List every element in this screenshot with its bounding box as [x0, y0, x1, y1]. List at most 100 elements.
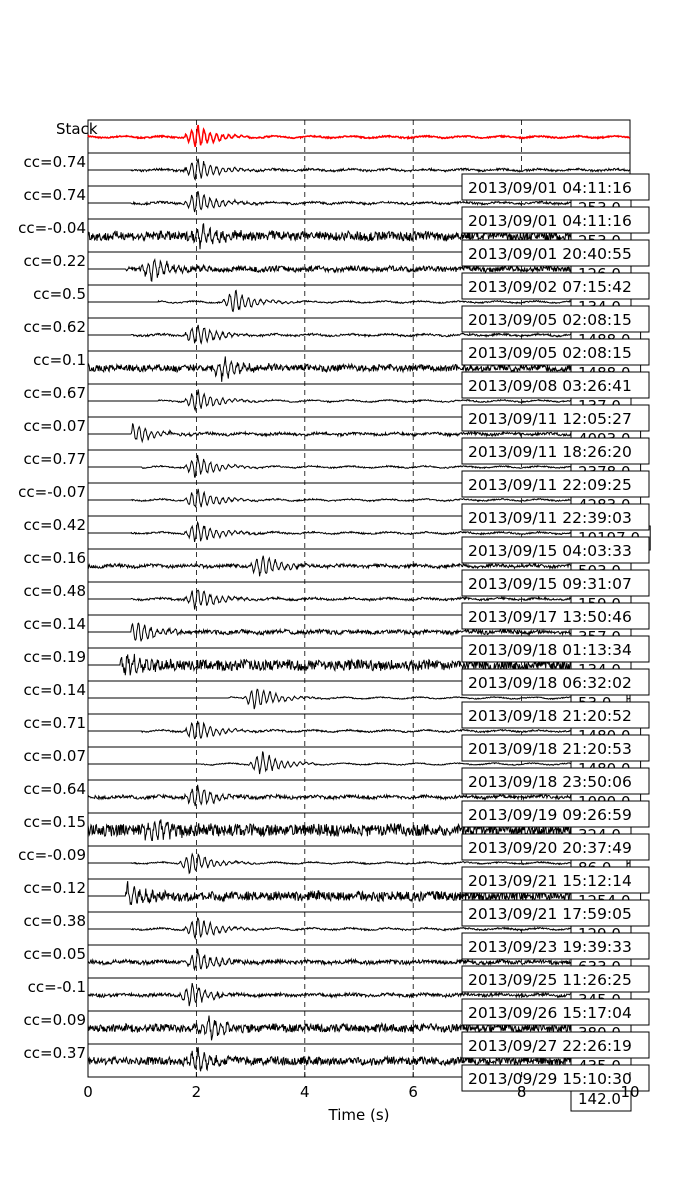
cc-label: cc=0.07 — [24, 417, 86, 435]
date-label: 2013/09/05 02:08:15 — [468, 311, 632, 329]
cc-label: cc=0.12 — [24, 879, 86, 897]
date-label: 2013/09/01 04:11:16 — [468, 179, 632, 197]
x-tick-label: 6 — [408, 1083, 418, 1101]
date-label: 2013/09/27 22:26:19 — [468, 1037, 632, 1055]
trace-panels: Stackcc=0.74253.0cc=0.74253.0cc=-0.04126… — [18, 119, 651, 1112]
cc-label: cc=0.74 — [24, 186, 86, 204]
date-box: 2013/09/20 20:37:49 — [461, 833, 650, 861]
trace-5 — [88, 289, 631, 313]
date-label: 2013/09/01 04:11:16 — [468, 212, 632, 230]
date-box: 2013/09/11 18:26:20 — [461, 437, 650, 465]
date-label: 2013/09/01 20:40:55 — [468, 245, 632, 263]
date-box: 2013/09/21 15:12:14 — [461, 866, 650, 894]
date-label: 2013/09/19 09:26:59 — [468, 806, 632, 824]
cc-label: cc=0.14 — [24, 615, 86, 633]
date-box: 2013/09/23 19:39:33 — [461, 932, 650, 960]
trace-17 — [88, 688, 630, 710]
cc-label: cc=0.64 — [24, 780, 86, 798]
cc-label: cc=0.37 — [24, 1044, 86, 1062]
cc-label: cc=0.77 — [24, 450, 86, 468]
trace-4 — [88, 258, 631, 282]
date-box: 2013/09/15 09:31:07 — [461, 569, 650, 597]
date-label: 2013/09/20 20:37:49 — [468, 839, 632, 857]
cc-label: cc=0.48 — [24, 582, 86, 600]
x-tick-label: 4 — [300, 1083, 310, 1101]
cc-label: cc=0.42 — [24, 516, 86, 534]
cc-label: cc=0.14 — [24, 681, 86, 699]
date-box: 2013/09/15 04:03:33 — [461, 536, 650, 564]
x-axis-label: Time (s) — [328, 1106, 390, 1124]
date-label: 2013/09/21 15:12:14 — [468, 872, 632, 890]
date-box: 2013/09/11 22:09:25 — [461, 470, 650, 498]
trace-21 — [87, 819, 631, 841]
trace-2 — [88, 191, 630, 213]
trace-11 — [88, 488, 631, 509]
date-label: 2013/09/15 09:31:07 — [468, 575, 632, 593]
stack-label: Stack — [56, 120, 98, 138]
date-label: 2013/09/18 06:32:02 — [468, 674, 632, 692]
trace-23 — [88, 881, 631, 906]
cc-label: cc=0.5 — [33, 285, 86, 303]
date-label: 2013/09/17 13:50:46 — [468, 608, 632, 626]
date-box: 2013/09/18 01:13:34 — [461, 635, 650, 663]
value-label: 142.0 — [578, 1090, 621, 1108]
x-tick-label: 8 — [517, 1083, 527, 1101]
cc-label: cc=0.71 — [24, 714, 86, 732]
trace-10 — [88, 454, 631, 478]
cc-label: cc=0.16 — [24, 549, 86, 567]
cc-label: cc=0.05 — [24, 945, 86, 963]
date-box: 2013/09/01 04:11:16 — [461, 173, 650, 201]
cc-label: cc=0.62 — [24, 318, 86, 336]
date-box: 2013/09/27 22:26:19 — [461, 1031, 650, 1059]
trace-7 — [87, 356, 631, 382]
x-axis: 0 2 4 6 8 10 — [83, 1072, 640, 1101]
date-box: 2013/09/26 15:17:04 — [461, 998, 650, 1026]
cc-label: cc=0.09 — [24, 1011, 86, 1029]
date-label: 2013/09/26 15:17:04 — [468, 1004, 632, 1022]
date-box: 2013/09/02 07:15:42 — [461, 272, 650, 300]
trace-28 — [87, 1046, 631, 1072]
x-tick-label: 0 — [83, 1083, 93, 1101]
cc-label: cc=0.38 — [24, 912, 86, 930]
cc-label: cc=0.1 — [33, 351, 86, 369]
cc-label: cc=0.07 — [24, 747, 86, 765]
date-box: 2013/09/18 21:20:52 — [461, 701, 650, 729]
trace-12 — [88, 520, 631, 542]
x-tick-label: 10 — [620, 1083, 639, 1101]
date-label: 2013/09/18 01:13:34 — [468, 641, 632, 659]
date-label: 2013/09/02 07:15:42 — [468, 278, 632, 296]
cc-label: cc=0.19 — [24, 648, 86, 666]
date-box: 2013/09/11 22:39:03 — [461, 503, 650, 531]
date-label: 2013/09/18 23:50:06 — [468, 773, 632, 791]
trace-14 — [88, 589, 631, 610]
cc-label: cc=-0.09 — [18, 846, 86, 864]
cc-label: cc=0.15 — [24, 813, 86, 831]
cc-label: cc=-0.1 — [28, 978, 86, 996]
date-label: 2013/09/25 11:26:25 — [468, 971, 632, 989]
date-label: 2013/09/23 19:39:33 — [468, 938, 632, 956]
cc-label: cc=0.22 — [24, 252, 86, 270]
trace-20 — [87, 784, 631, 807]
date-box: 2013/09/18 21:20:53 — [461, 734, 650, 762]
trace-1 — [88, 158, 631, 182]
trace-15 — [88, 622, 631, 642]
date-box: 2013/09/18 23:50:06 — [461, 767, 650, 795]
date-label: 2013/09/11 22:39:03 — [468, 509, 632, 527]
date-box: 2013/09/01 04:11:16 — [461, 206, 650, 234]
date-box: 2013/09/05 02:08:15 — [461, 338, 650, 366]
trace-8 — [88, 389, 631, 412]
trace-19 — [88, 751, 631, 775]
trace-6 — [88, 324, 631, 345]
trace-25 — [87, 948, 631, 972]
trace-3 — [87, 223, 631, 250]
x-tick-label: 2 — [192, 1083, 202, 1101]
cc-label: cc=0.67 — [24, 384, 86, 402]
cc-label: cc=-0.04 — [18, 219, 86, 237]
date-label: 2013/09/08 03:26:41 — [468, 377, 632, 395]
trace-9 — [88, 423, 631, 444]
date-box: 2013/09/21 17:59:05 — [461, 899, 650, 927]
date-label: 2013/09/11 12:05:27 — [468, 410, 632, 428]
date-box: 2013/09/11 12:05:27 — [461, 404, 650, 432]
cc-label: cc=0.74 — [24, 153, 86, 171]
